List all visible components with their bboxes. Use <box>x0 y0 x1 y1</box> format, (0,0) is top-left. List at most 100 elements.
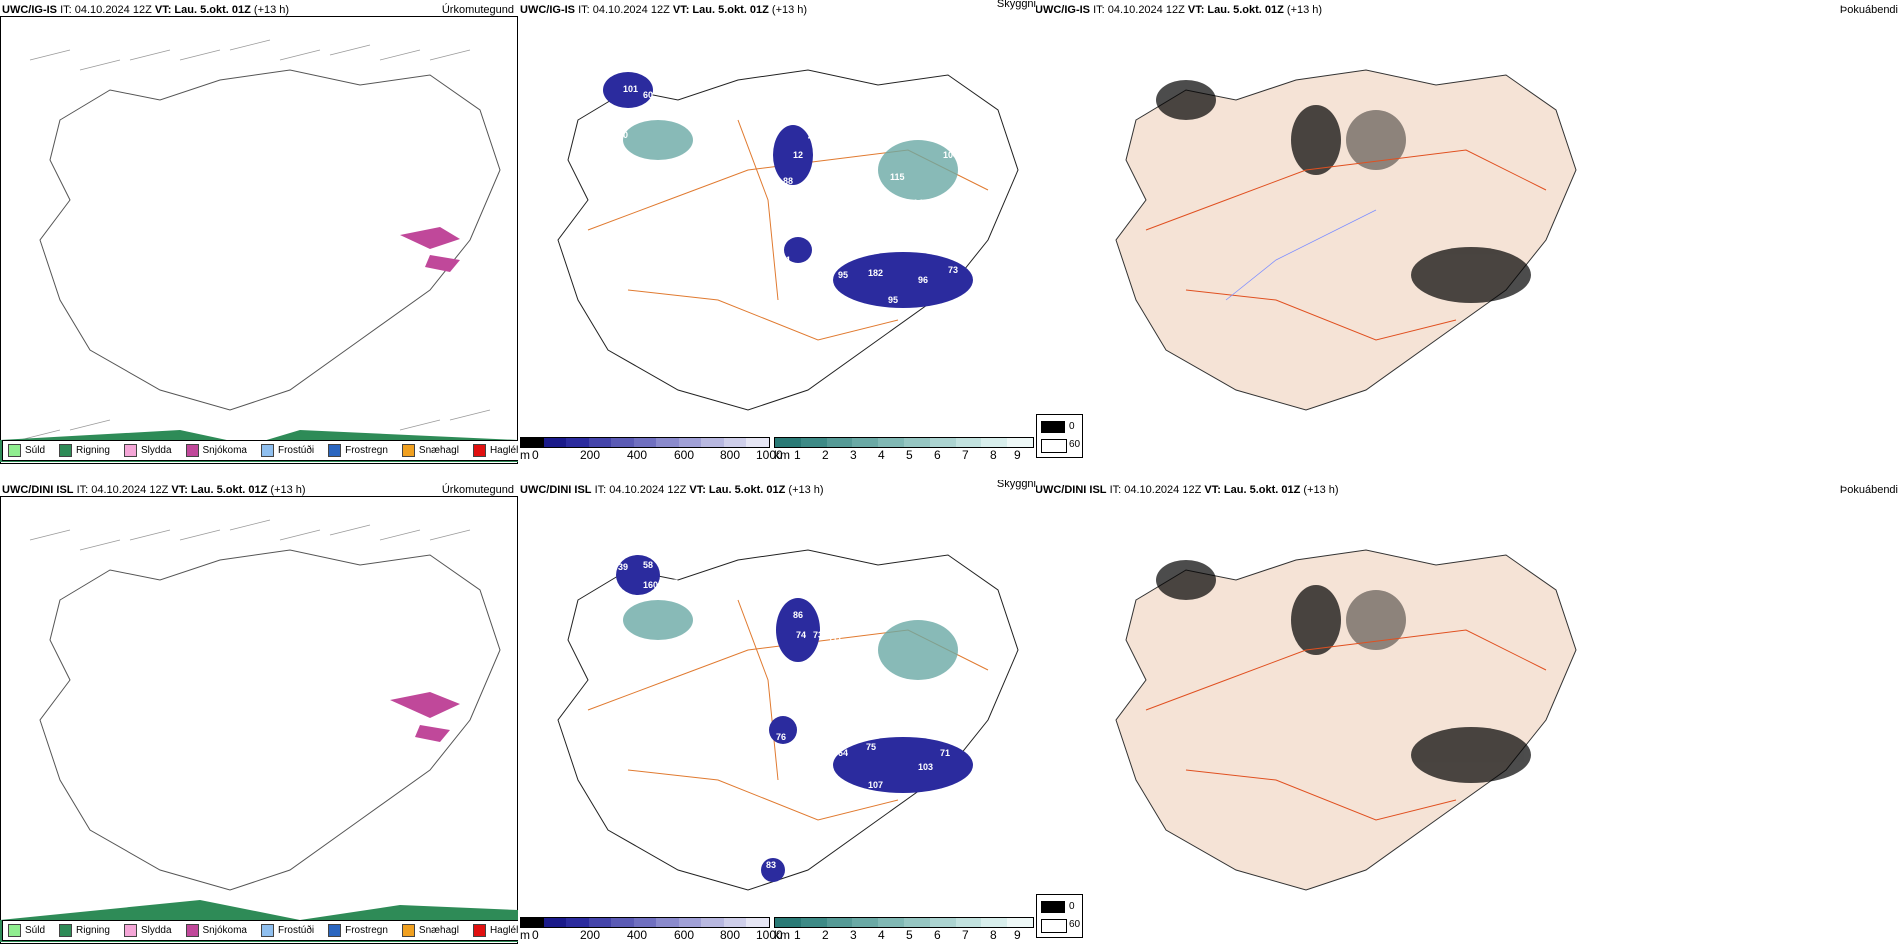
cbar-bin <box>521 918 544 927</box>
vis-label: 83 <box>766 860 777 870</box>
legend-item: Slydda <box>123 444 172 457</box>
legend-swatch <box>123 444 137 457</box>
fog-panel-row2: UWC/DINI ISL IT: 04.10.2024 12Z VT: Lau.… <box>1036 480 1900 950</box>
vis-label: 89 <box>940 240 951 250</box>
cbar-tick: 800 <box>720 928 741 942</box>
vis-label: 20 <box>823 712 834 722</box>
cbar-bin <box>1007 918 1033 927</box>
init-time: IT: 04.10.2024 12Z <box>1093 4 1185 16</box>
legend-swatch <box>8 444 21 457</box>
vis-label: 60 <box>643 90 654 100</box>
vis-label: 182 <box>868 268 884 278</box>
product-title: Úrkomutegund <box>441 484 514 496</box>
vis-label: 142 <box>913 198 929 208</box>
vis-label: 73 <box>813 630 824 640</box>
iceland-visibility-map <box>557 69 1019 411</box>
vis-label: 104 <box>943 150 959 160</box>
cbar-bin <box>852 918 879 927</box>
visibility-labels: 101 60 40 12 36 88 41 115 142 94 95 182 … <box>598 80 978 310</box>
cbar-bin <box>981 438 1008 447</box>
lead-time: (+13 h) <box>788 484 824 496</box>
cbar-bin <box>633 918 657 927</box>
cbar-bin <box>656 438 679 447</box>
legend-item: Súld <box>8 924 45 937</box>
valid-label: VT: <box>672 4 690 16</box>
iceland-precip-map <box>0 519 518 942</box>
fog-label: 0 <box>1069 421 1075 432</box>
cbar-bin <box>929 438 956 447</box>
cbar-tick: 200 <box>580 448 601 462</box>
lead-time: (+13 h) <box>771 4 808 16</box>
altitude-colorbar: m 0 200 400 600 800 1000 <box>520 437 783 462</box>
visibility-colorbar: km 1 2 3 4 5 6 7 8 9 10 <box>774 917 1034 942</box>
iceland-precip-map <box>0 39 518 462</box>
cbar-tick: 6 <box>934 928 941 942</box>
cbar-bin <box>852 438 879 447</box>
vis-label: 89 <box>931 726 942 736</box>
cbar-bin <box>566 918 589 927</box>
cbar-bin <box>800 918 827 927</box>
legend-item: Frostregn <box>328 924 388 937</box>
cbar-bin <box>701 918 724 927</box>
cbar-bin <box>903 918 930 927</box>
cbar-tick: 2 <box>822 928 829 942</box>
vis-label: 115 <box>890 172 905 182</box>
cbar-tick: 2 <box>822 448 829 462</box>
legend-item: Haglél <box>472 444 518 457</box>
cbar-bin <box>826 918 853 927</box>
model-name: UWC/DINI ISL <box>1036 484 1107 496</box>
vis-label: 76 <box>776 732 787 742</box>
cbar-tick: 1000 <box>756 928 783 942</box>
cbar-bin <box>633 438 657 447</box>
lead-time: (+13 h) <box>270 484 306 496</box>
init-time: IT: 04.10.2024 12Z <box>60 4 152 16</box>
visibility-colorbar: km 1 2 3 4 5 6 7 8 9 10 <box>774 437 1034 462</box>
cbar-unit: km <box>774 928 790 942</box>
cbar-bin <box>611 918 634 927</box>
cbar-bin <box>981 918 1008 927</box>
product-title: Úrkomutegund <box>441 4 514 16</box>
cbar-bin <box>543 438 567 447</box>
cbar-bin <box>955 918 982 927</box>
cbar-tick: 1 <box>794 448 801 462</box>
fog-legend: 0 60 <box>1036 414 1083 458</box>
cbar-tick: 400 <box>627 928 648 942</box>
legend-item: Snjókoma <box>185 924 247 937</box>
cbar-bin <box>746 438 770 447</box>
cbar-tick: 3 <box>850 448 857 462</box>
cbar-unit: m <box>520 448 530 462</box>
vis-label: 160 <box>643 580 659 590</box>
valid-time: Lau. 5.okt. 01Z <box>174 4 251 16</box>
valid-time: Lau. 5.okt. 01Z <box>190 484 268 496</box>
valid-label: VT: <box>1204 484 1221 496</box>
vis-label: 75 <box>866 742 877 752</box>
legend-swatch <box>8 924 21 937</box>
visibility-panel-row1: UWC/IG-IS IT: 04.10.2024 12Z VT: Lau. 5.… <box>518 0 1036 470</box>
product-title: Þokuábendi <box>1839 4 1898 16</box>
vis-label: 86 <box>793 610 804 620</box>
vis-label: 189 <box>818 648 834 658</box>
cbar-tick: 600 <box>674 448 695 462</box>
lead-time: (+13 h) <box>1303 484 1339 496</box>
valid-label: VT: <box>154 4 172 16</box>
fog-label: 0 <box>1069 901 1075 912</box>
precip-map-frame <box>0 16 518 464</box>
legend-swatch <box>401 924 415 937</box>
vis-label: 95 <box>888 295 899 305</box>
precip-legend: Súld Rigning Slydda Snjókoma Frostúði Fr… <box>2 440 518 461</box>
product-title: Þokuábendi <box>1839 484 1898 496</box>
iceland-visibility-map <box>557 549 1019 891</box>
legend-swatch <box>260 444 274 457</box>
vis-label: 103 <box>918 762 934 772</box>
model-name: UWC/IG-IS <box>2 4 57 16</box>
cbar-tick: 200 <box>580 928 601 942</box>
valid-label: VT: <box>171 484 188 496</box>
legend-item: Súld <box>8 444 45 457</box>
vis-label: 74 <box>796 630 807 640</box>
fog-label: 60 <box>1069 919 1081 930</box>
cbar-tick: 9 <box>1014 928 1021 942</box>
cbar-tick: 600 <box>674 928 695 942</box>
fog-legend: 0 60 <box>1036 894 1083 938</box>
cbar-bin <box>775 438 801 447</box>
precip-panel-row1: UWC/IG-IS IT: 04.10.2024 12Z VT: Lau. 5.… <box>0 0 518 470</box>
